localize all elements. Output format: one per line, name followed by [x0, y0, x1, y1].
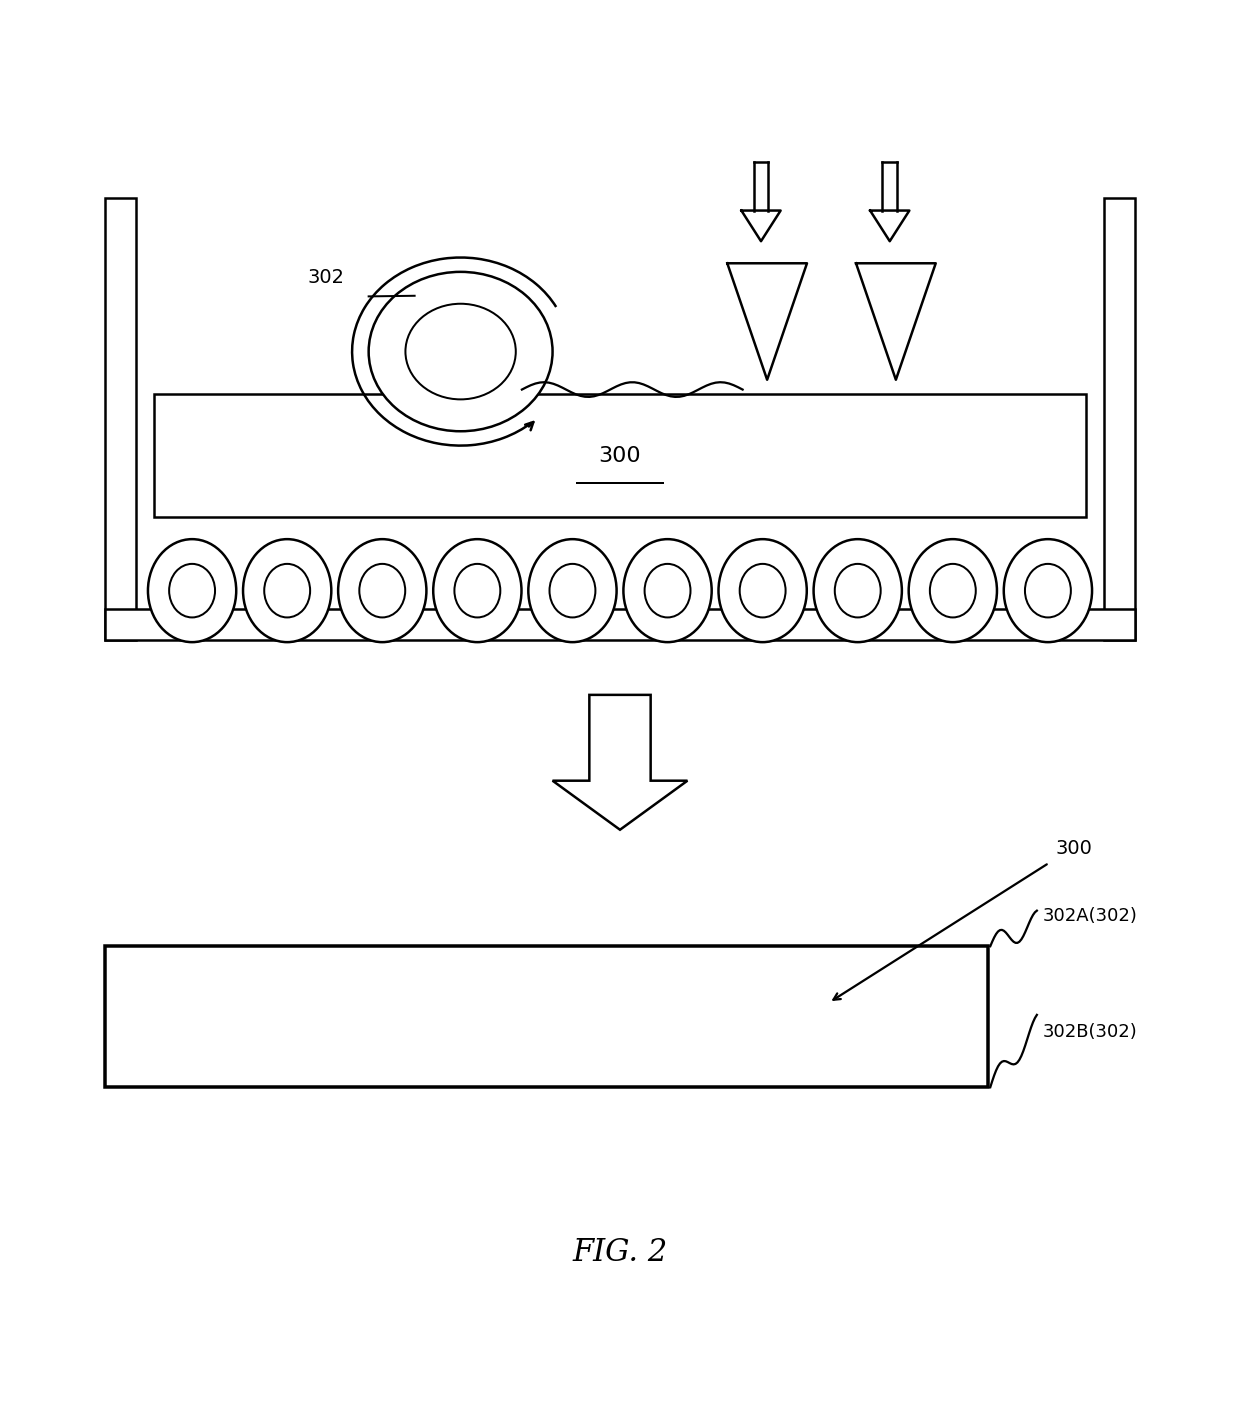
Bar: [105, 608, 1135, 639]
Bar: [105, 198, 135, 639]
Ellipse shape: [549, 564, 595, 617]
Ellipse shape: [433, 540, 522, 642]
Ellipse shape: [645, 564, 691, 617]
Ellipse shape: [148, 540, 237, 642]
Bar: [154, 394, 1086, 517]
Bar: [1105, 198, 1135, 639]
Text: FIG. 2: FIG. 2: [573, 1237, 667, 1269]
Ellipse shape: [339, 540, 427, 642]
Ellipse shape: [740, 564, 786, 617]
Ellipse shape: [528, 540, 616, 642]
Ellipse shape: [360, 564, 405, 617]
Ellipse shape: [454, 564, 500, 617]
Ellipse shape: [718, 540, 807, 642]
Ellipse shape: [1025, 564, 1071, 617]
Text: 302B(302): 302B(302): [1043, 1023, 1138, 1042]
Ellipse shape: [169, 564, 215, 617]
Ellipse shape: [930, 564, 976, 617]
Ellipse shape: [405, 304, 516, 400]
Ellipse shape: [624, 540, 712, 642]
Ellipse shape: [835, 564, 880, 617]
Bar: [105, 946, 988, 1087]
Ellipse shape: [264, 564, 310, 617]
Ellipse shape: [368, 272, 553, 432]
Ellipse shape: [813, 540, 901, 642]
Text: 302: 302: [308, 269, 345, 287]
Ellipse shape: [1003, 540, 1092, 642]
Polygon shape: [553, 695, 687, 830]
Text: 302A(302): 302A(302): [1043, 907, 1138, 924]
Text: 300: 300: [599, 446, 641, 465]
Ellipse shape: [909, 540, 997, 642]
Text: 300: 300: [1055, 838, 1092, 858]
Ellipse shape: [243, 540, 331, 642]
